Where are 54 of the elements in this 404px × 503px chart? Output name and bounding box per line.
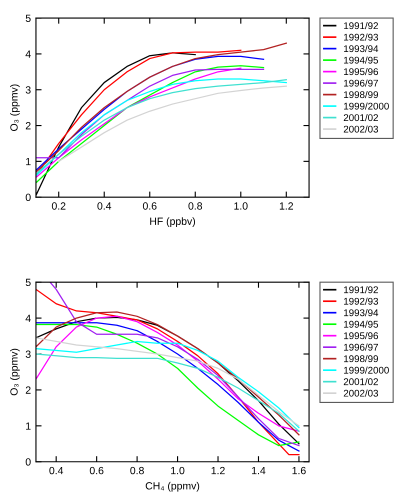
x-tick-label: 1.0	[171, 466, 184, 474]
y-tick-label: 1	[26, 422, 31, 430]
legend-label: 2002/03	[344, 125, 378, 133]
legend-label: 1999/2000	[344, 102, 389, 110]
legend-label: 1994/95	[344, 56, 378, 64]
x-tick-label: 1.2	[212, 466, 225, 474]
legend-label: 1995/96	[344, 68, 378, 76]
legend-label: 1991/92	[344, 22, 378, 30]
y-tick-label: 2	[26, 386, 31, 394]
x-tick-label: 0.4	[97, 202, 112, 210]
x-tick-label: 1.6	[292, 466, 306, 474]
legend-label: 2002/03	[344, 390, 378, 397]
y-axis-title: O₃ (ppmv)	[10, 84, 20, 131]
line-series	[36, 65, 264, 184]
legend-label: 2001/02	[344, 114, 378, 122]
x-tick-label: 0.2	[52, 202, 66, 210]
legend-label: 1993/94	[344, 309, 378, 316]
y-axis-title: O₃ (ppmv)	[10, 348, 20, 396]
legend-label: 1991/92	[344, 286, 378, 294]
y-tick-label: 5	[26, 14, 31, 22]
legend-label: 2001/02	[344, 378, 378, 386]
legend-label: 1994/95	[344, 320, 378, 328]
legend-label: 1999/2000	[344, 366, 389, 374]
legend-label: 1996/97	[344, 344, 378, 351]
x-tick-label: 0.6	[90, 466, 104, 474]
legend-label: 1992/93	[344, 298, 378, 305]
legend-label: 1993/94	[344, 44, 378, 52]
x-tick-label: 0.8	[188, 202, 202, 210]
y-tick-label: 2	[26, 122, 31, 130]
x-axis-title: HF (ppbv)	[150, 217, 196, 228]
y-tick-label: 1	[26, 158, 31, 166]
x-tick-label: 0.6	[142, 202, 157, 210]
y-tick-label: 3	[26, 350, 31, 358]
legend-label: 1992/93	[344, 33, 378, 41]
x-axis-title: CH₄ (ppmv)	[146, 482, 200, 492]
line-series	[36, 42, 287, 173]
line-series	[58, 86, 287, 162]
y-tick-label: 4	[26, 314, 31, 322]
y-tick-label: 4	[26, 50, 31, 58]
line-series	[36, 68, 242, 178]
legend-label: 1996/97	[344, 79, 378, 87]
legend-label: 1998/99	[344, 90, 378, 98]
y-tick-label: 3	[26, 86, 31, 94]
x-tick-label: 1.0	[234, 202, 248, 210]
y-tick-label: 0	[26, 458, 31, 466]
x-tick-label: 0.4	[49, 466, 64, 474]
line-series	[36, 353, 300, 432]
legend-label: 1998/99	[344, 355, 378, 362]
x-tick-label: 1.2	[280, 202, 294, 210]
y-tick-label: 0	[26, 194, 31, 202]
legend-label: 1995/96	[344, 332, 378, 340]
x-tick-label: 1.4	[252, 467, 266, 474]
x-tick-label: 0.8	[130, 466, 144, 474]
y-tick-label: 5	[26, 278, 31, 286]
